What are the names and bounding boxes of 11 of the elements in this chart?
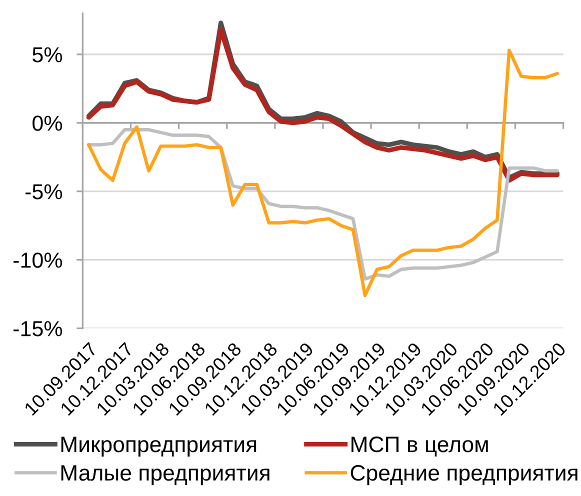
line-series (87, 128, 559, 281)
y-tick-label: -10% (14, 252, 62, 268)
legend-label: Микропредприятия (61, 436, 256, 457)
y-tick-label: 0% (32, 116, 62, 131)
y-tick-label: 5% (32, 47, 62, 62)
legend-label: МСП в целом (352, 436, 488, 456)
y-tick-label: -15% (14, 321, 62, 336)
legend-label: Малые предприятия (61, 465, 270, 486)
legend-label: Средние предприятия (350, 465, 578, 486)
y-tick-label: -5% (25, 184, 62, 200)
line-series (87, 48, 559, 298)
